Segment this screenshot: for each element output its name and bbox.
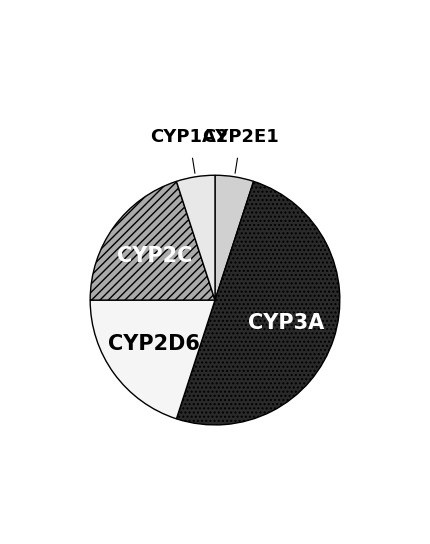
Text: CYP1A2: CYP1A2 <box>150 128 228 146</box>
Wedge shape <box>90 181 215 300</box>
Wedge shape <box>215 175 254 300</box>
Wedge shape <box>90 300 215 419</box>
Wedge shape <box>176 181 340 425</box>
Text: CYP2C: CYP2C <box>117 246 192 266</box>
Text: CYP3A: CYP3A <box>248 313 324 333</box>
Text: CYP2E1: CYP2E1 <box>203 128 279 146</box>
Wedge shape <box>176 175 215 300</box>
Text: CYP2D6: CYP2D6 <box>108 334 200 354</box>
